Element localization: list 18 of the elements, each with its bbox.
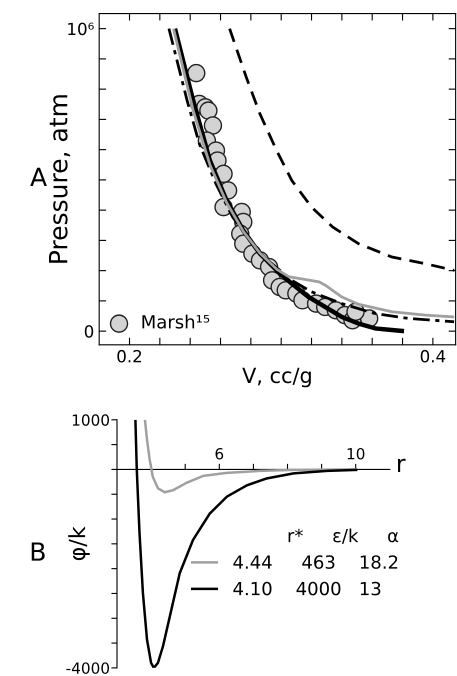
y-tick-label: -4000	[66, 662, 110, 674]
y-axis-title: Pressure, atm	[49, 95, 70, 263]
text: B	[32, 542, 45, 561]
y-tick-label: 10⁶	[68, 22, 94, 36]
x-tick-label: 10	[348, 448, 364, 460]
legend-label: 4.44 463 18.2	[233, 555, 398, 569]
x-axis-title: r	[398, 458, 406, 472]
y-axis-title: φ/k	[68, 526, 90, 560]
legend-title: r* ε/k α	[288, 528, 398, 544]
y-tick-label: 1000	[72, 414, 110, 426]
x-tick-label: 6	[216, 448, 224, 460]
x-axis-title: V, cc/g	[242, 368, 311, 388]
text: A	[30, 168, 47, 186]
x-tick-label: 0.2	[117, 350, 142, 363]
x-tick-label: 0.4	[420, 350, 446, 363]
y-tick-label: 0	[84, 325, 94, 338]
legend-label: 4.10 4000 13	[233, 582, 380, 596]
legend-label: Marsh¹⁵	[142, 314, 210, 329]
